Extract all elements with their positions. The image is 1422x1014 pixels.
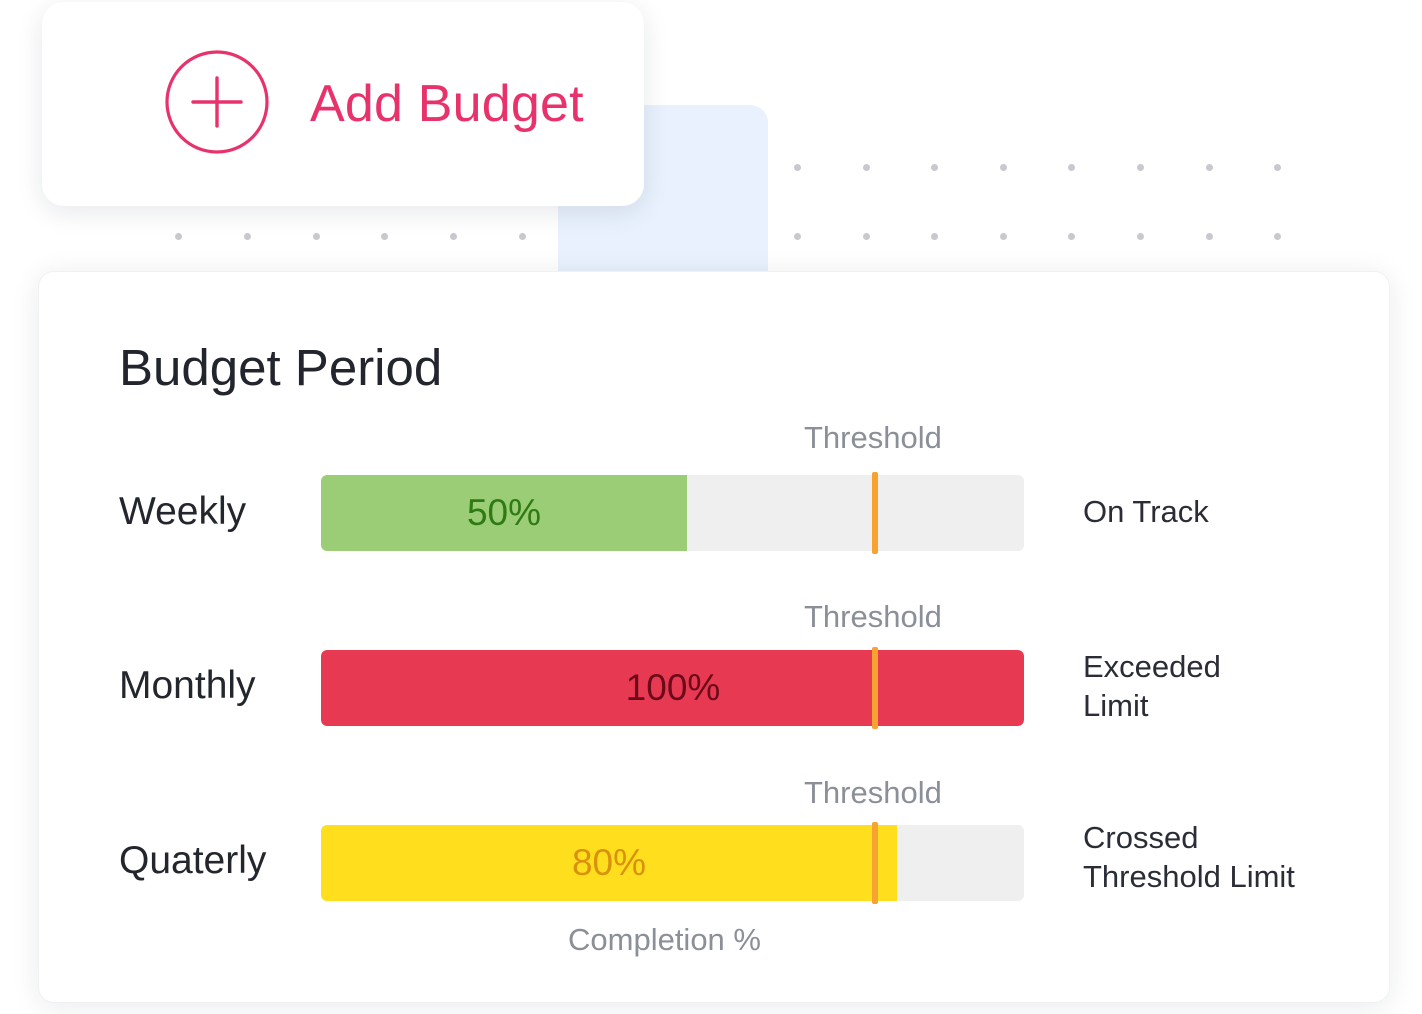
add-budget-label: Add Budget: [310, 75, 584, 133]
progress-bar-fill: [321, 825, 897, 901]
decorative-dot: [1274, 164, 1281, 171]
progress-percent: 100%: [625, 667, 721, 708]
decorative-dot: [931, 164, 938, 171]
status-text: Crossed Threshold Limit: [1083, 818, 1343, 896]
decorative-dot: [1137, 233, 1144, 240]
decorative-dot: [244, 233, 251, 240]
decorative-dot: [450, 233, 457, 240]
budget-row-quaterly: Threshold Quaterly 80% Crossed Threshold…: [39, 772, 1389, 1002]
axis-label: Completion %: [568, 922, 761, 957]
decorative-dot: [794, 164, 801, 171]
decorative-dot: [1206, 164, 1213, 171]
threshold-marker: [872, 822, 878, 904]
progress-bar-fill: [321, 475, 687, 551]
threshold-label: Threshold: [804, 599, 942, 634]
threshold-marker: [872, 647, 878, 729]
status-text: On Track: [1083, 492, 1343, 531]
period-label: Weekly: [119, 490, 247, 533]
threshold-marker: [872, 472, 878, 554]
status-line: Crossed: [1083, 820, 1199, 855]
decorative-dot: [794, 233, 801, 240]
status-line: Limit: [1083, 688, 1149, 723]
plus-circle-icon: [165, 50, 269, 154]
progress-percent: 50%: [466, 492, 542, 533]
progress-bar-track: 80%: [321, 825, 1024, 901]
budget-row-weekly: Threshold Weekly 50% On Track: [39, 417, 1389, 647]
progress-bar-fill: [321, 650, 1024, 726]
threshold-label: Threshold: [804, 775, 942, 810]
decorative-dot: [1068, 164, 1075, 171]
decorative-dot: [1000, 233, 1007, 240]
status-line: Threshold Limit: [1083, 859, 1295, 894]
decorative-dot: [863, 164, 870, 171]
add-budget-button[interactable]: Add Budget: [42, 2, 644, 206]
decorative-dot: [175, 233, 182, 240]
status-line: Exceeded: [1083, 649, 1221, 684]
threshold-label: Threshold: [804, 420, 942, 455]
budget-row-monthly: Threshold Monthly 100% Exceeded Limit: [39, 596, 1389, 826]
decorative-dot: [1137, 164, 1144, 171]
status-text: Exceeded Limit: [1083, 647, 1343, 725]
decorative-dot: [931, 233, 938, 240]
decorative-dot: [1274, 233, 1281, 240]
decorative-dot: [313, 233, 320, 240]
panel-title: Budget Period: [119, 339, 443, 396]
decorative-dot: [519, 233, 526, 240]
progress-percent: 80%: [571, 842, 647, 883]
progress-bar-track: 50%: [321, 475, 1024, 551]
budget-period-panel: Budget Period Threshold Weekly 50% On Tr…: [38, 271, 1390, 1003]
decorative-dot: [863, 233, 870, 240]
period-label: Monthly: [119, 664, 256, 707]
decorative-dot: [1000, 164, 1007, 171]
decorative-dot: [1206, 233, 1213, 240]
progress-bar-track: 100%: [321, 650, 1024, 726]
status-line: On Track: [1083, 494, 1209, 529]
decorative-dot: [381, 233, 388, 240]
decorative-dot: [1068, 233, 1075, 240]
period-label: Quaterly: [119, 839, 267, 882]
